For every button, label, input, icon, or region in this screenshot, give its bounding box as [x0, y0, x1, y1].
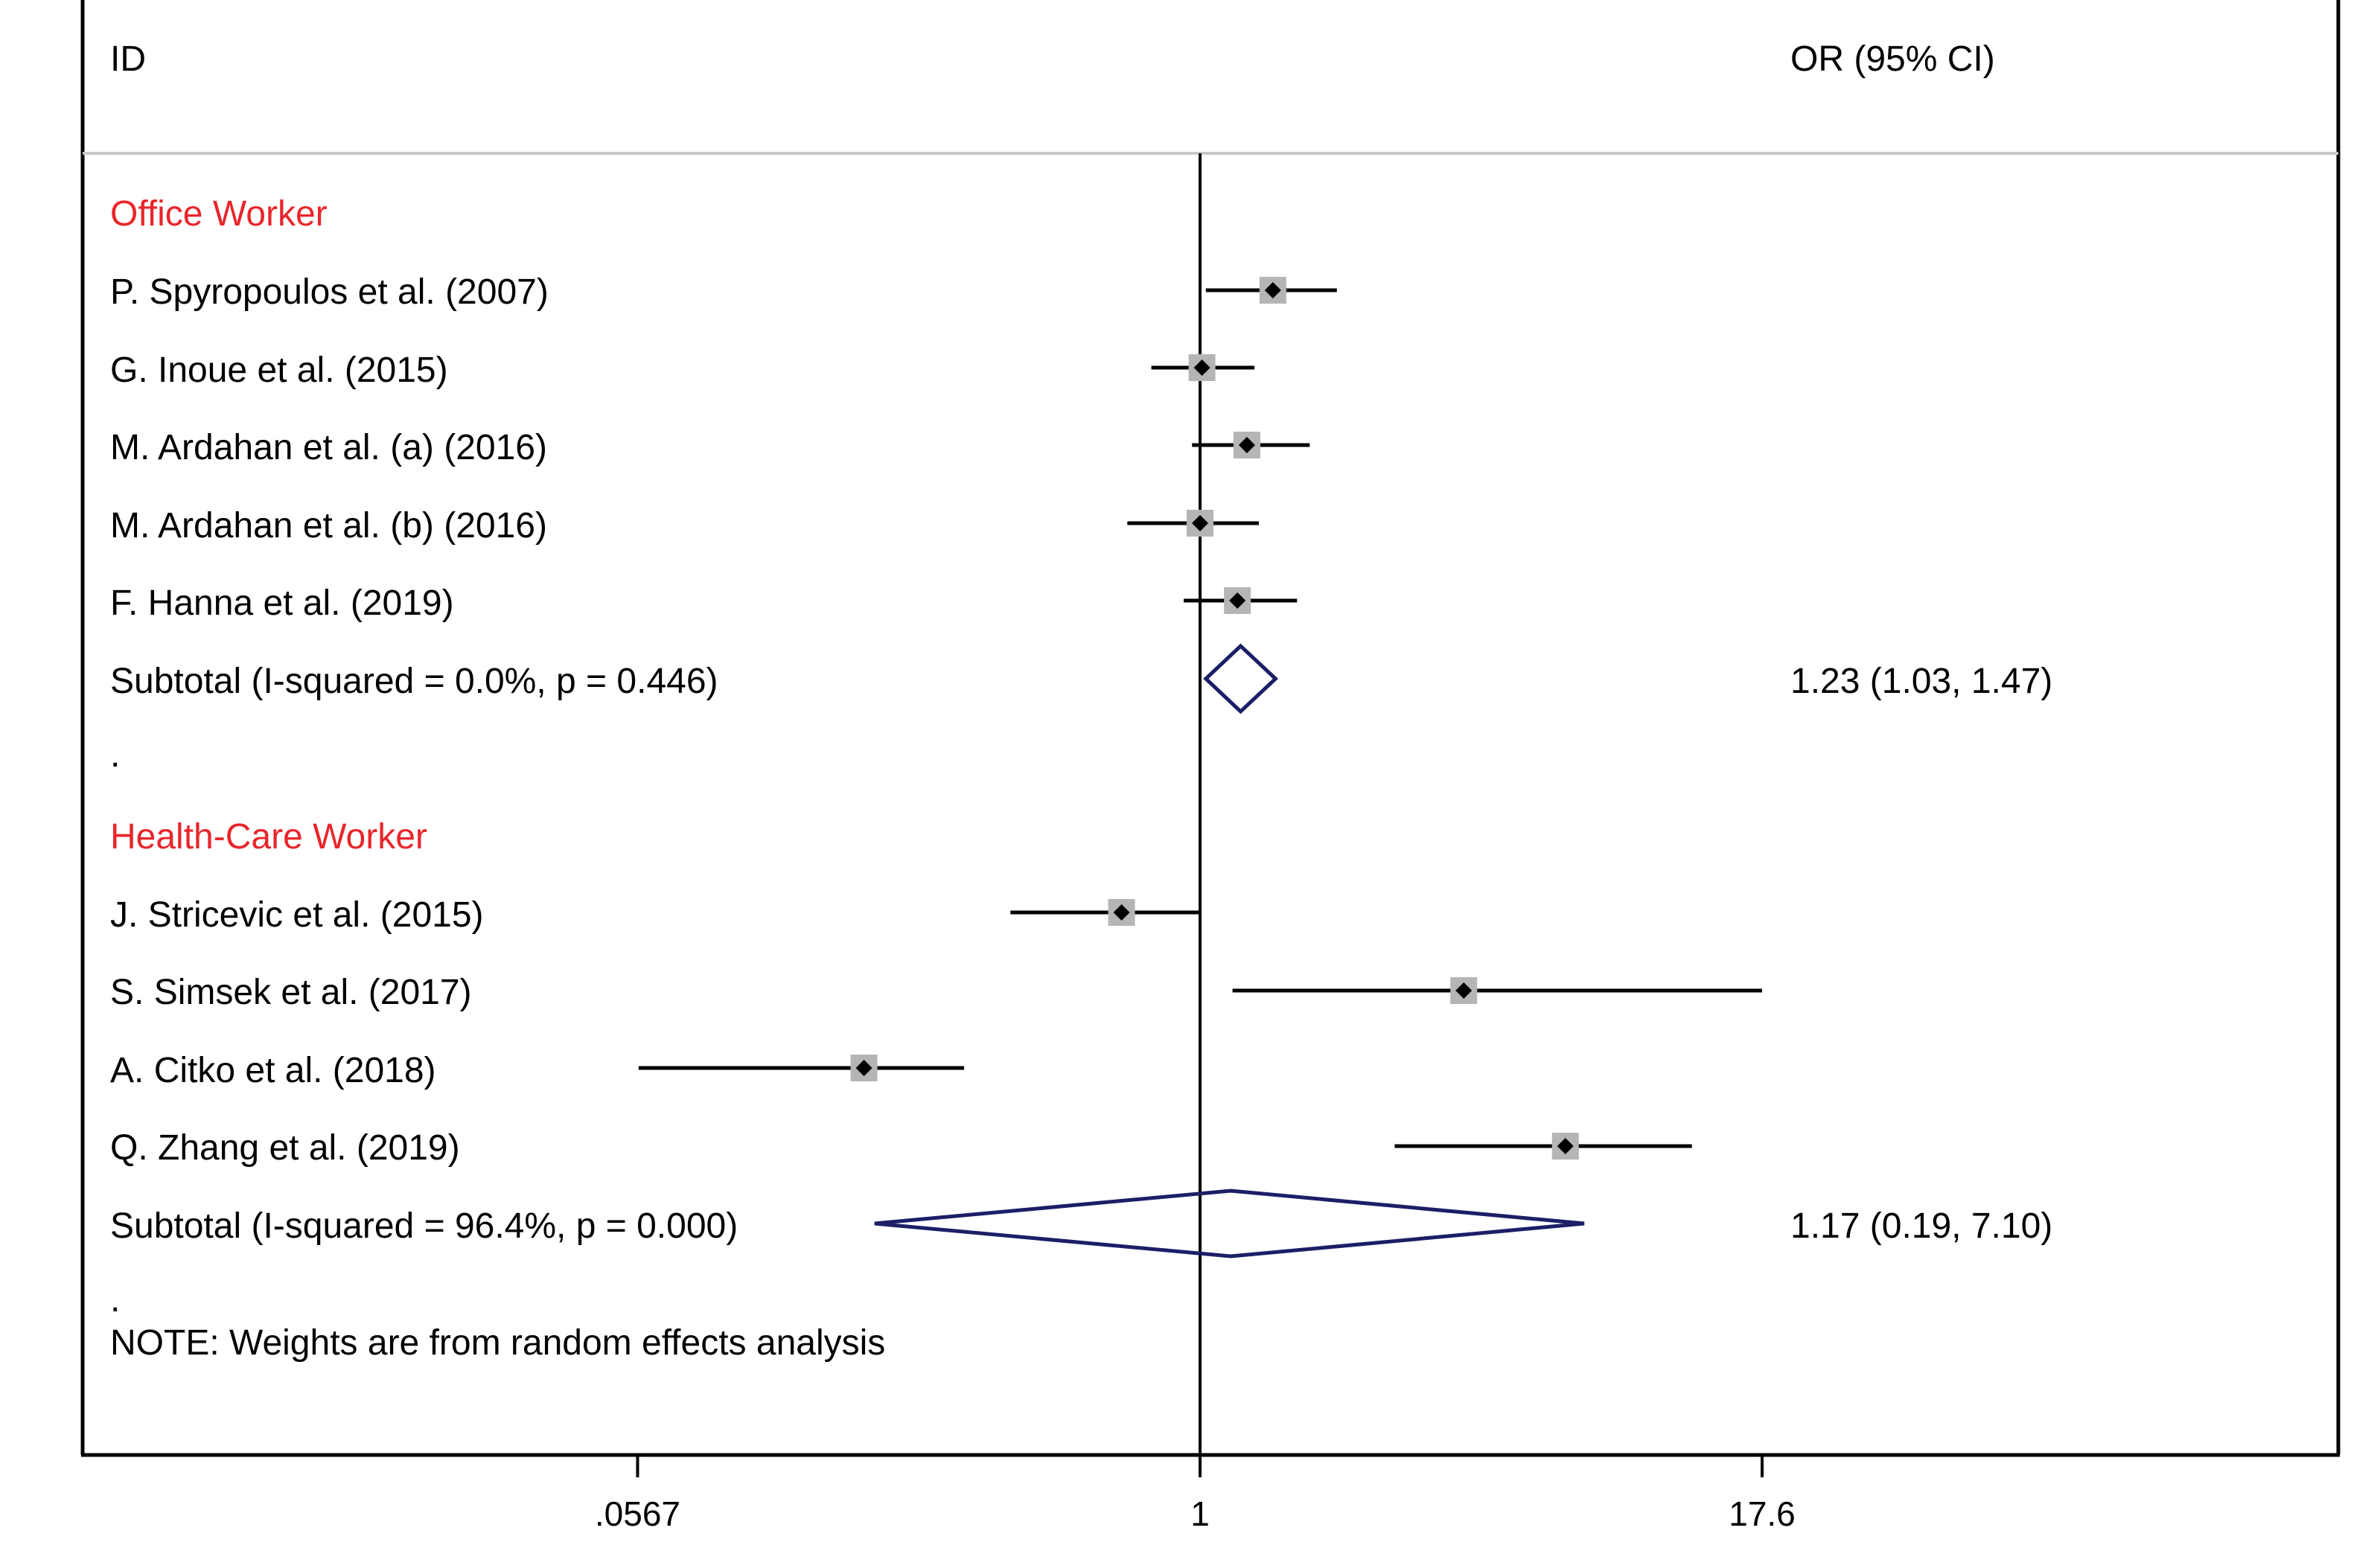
or-header: OR (95% CI) — [1790, 39, 1995, 79]
point-estimate — [1229, 592, 1246, 609]
group-separator: . — [110, 735, 120, 775]
point-estimate — [1264, 282, 1281, 298]
point-estimate — [1113, 904, 1130, 921]
subtotal-label: Subtotal (I-squared = 0.0%, p = 0.446) — [110, 662, 718, 701]
group-label-health-care-worker: Health-Care Worker — [110, 817, 427, 857]
plot-marks — [638, 277, 1762, 1258]
study-mark — [1010, 899, 1200, 926]
x-tick-label: 17.6 — [1729, 1494, 1796, 1533]
study-label: S. Simsek et al. (2017) — [110, 973, 472, 1012]
point-estimate — [1557, 1138, 1574, 1154]
study-label: Q. Zhang et al. (2019) — [110, 1128, 460, 1168]
study-mark — [1394, 1133, 1692, 1160]
subtotal-value: 1.23 (1.03, 1.47) — [1790, 662, 2052, 701]
study-mark — [1151, 354, 1255, 381]
study-mark — [1192, 432, 1310, 458]
study-mark — [1205, 277, 1337, 304]
point-estimate — [1192, 515, 1208, 531]
x-axis: .0567 1 17.6 — [595, 1455, 1796, 1533]
study-label: A. Citko et al. (2018) — [110, 1051, 436, 1090]
study-label: F. Hanna et al. (2019) — [110, 583, 454, 623]
subtotal-diamond — [874, 1189, 1585, 1258]
study-mark — [1184, 587, 1298, 614]
group-label-office-worker: Office Worker — [110, 194, 328, 234]
study-label: J. Stricevic et al. (2015) — [110, 895, 484, 935]
subtotal-label: Subtotal (I-squared = 96.4%, p = 0.000) — [110, 1206, 738, 1246]
study-label: P. Spyropoulos et al. (2007) — [110, 272, 549, 312]
study-mark — [1232, 977, 1762, 1004]
study-mark — [638, 1055, 965, 1081]
point-estimate — [1193, 359, 1210, 376]
subtotal-value: 1.17 (0.19, 7.10) — [1790, 1206, 2052, 1246]
subtotal-diamond — [1203, 643, 1279, 714]
id-header: ID — [110, 39, 146, 79]
study-label: G. Inoue et al. (2015) — [110, 351, 448, 390]
point-estimate — [1455, 982, 1473, 999]
study-label: M. Ardahan et al. (b) (2016) — [110, 506, 547, 546]
study-mark — [1127, 510, 1260, 537]
x-tick-label: .0567 — [595, 1494, 680, 1533]
point-estimate — [1238, 437, 1255, 453]
point-estimate — [855, 1060, 872, 1076]
group-separator: . — [110, 1280, 120, 1320]
weights-note: NOTE: Weights are from random effects an… — [110, 1323, 885, 1363]
x-tick-label: 1 — [1190, 1494, 1210, 1533]
study-label: M. Ardahan et al. (a) (2016) — [110, 428, 547, 467]
